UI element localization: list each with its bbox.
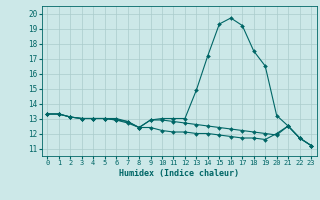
X-axis label: Humidex (Indice chaleur): Humidex (Indice chaleur): [119, 169, 239, 178]
